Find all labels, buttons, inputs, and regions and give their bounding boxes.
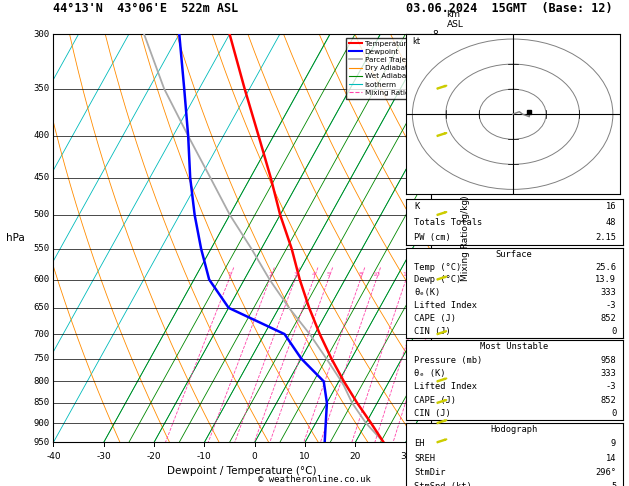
Text: 03.06.2024  15GMT  (Base: 12): 03.06.2024 15GMT (Base: 12) [406, 1, 612, 15]
Text: 9: 9 [611, 439, 616, 449]
Text: 13.9: 13.9 [595, 276, 616, 284]
Text: Most Unstable: Most Unstable [480, 342, 548, 351]
Text: 296°: 296° [595, 468, 616, 477]
Text: Temp (°C): Temp (°C) [415, 262, 462, 272]
Text: 0: 0 [252, 452, 258, 462]
Text: 450: 450 [33, 173, 50, 182]
Text: θₑ (K): θₑ (K) [415, 369, 446, 378]
Text: -20: -20 [147, 452, 162, 462]
Text: 950: 950 [33, 438, 50, 447]
Text: CIN (J): CIN (J) [415, 327, 451, 336]
Text: 5: 5 [611, 482, 616, 486]
Text: PW (cm): PW (cm) [415, 233, 451, 242]
Text: 0: 0 [611, 327, 616, 336]
Text: 8: 8 [433, 30, 438, 38]
Text: 300: 300 [33, 30, 50, 38]
Text: 850: 850 [33, 399, 50, 407]
Text: 958: 958 [601, 356, 616, 365]
Text: 650: 650 [33, 303, 50, 312]
Text: 4: 4 [433, 239, 438, 248]
Text: 2.15: 2.15 [595, 233, 616, 242]
Text: -40: -40 [46, 452, 61, 462]
Text: K: K [415, 203, 420, 211]
Text: Surface: Surface [496, 250, 533, 259]
Text: 3: 3 [433, 291, 438, 299]
Text: -10: -10 [197, 452, 212, 462]
Text: EH: EH [415, 439, 425, 449]
Text: 25.6: 25.6 [595, 262, 616, 272]
Text: 5: 5 [433, 186, 438, 195]
Text: 3: 3 [293, 272, 298, 277]
Text: Dewpoint / Temperature (°C): Dewpoint / Temperature (°C) [167, 466, 317, 476]
Text: 852: 852 [601, 396, 616, 405]
Text: 550: 550 [33, 244, 50, 253]
Text: 20: 20 [350, 452, 361, 462]
Text: 5: 5 [326, 272, 330, 277]
Text: 0: 0 [611, 409, 616, 418]
Text: 7: 7 [433, 81, 438, 90]
Text: 750: 750 [33, 354, 50, 363]
Text: hPa: hPa [6, 233, 25, 243]
Text: CAPE (J): CAPE (J) [415, 314, 457, 323]
Text: 48: 48 [606, 218, 616, 227]
Text: Dewp (°C): Dewp (°C) [415, 276, 462, 284]
Text: 44°13'N  43°06'E  522m ASL: 44°13'N 43°06'E 522m ASL [53, 1, 239, 15]
Text: 852: 852 [601, 314, 616, 323]
Text: 10: 10 [299, 452, 311, 462]
Text: StmDir: StmDir [415, 468, 446, 477]
Text: Hodograph: Hodograph [491, 425, 538, 434]
Text: km
ASL: km ASL [447, 10, 464, 29]
Text: 350: 350 [33, 84, 50, 93]
Text: kt: kt [413, 37, 421, 46]
Text: Lifted Index: Lifted Index [415, 301, 477, 310]
Text: LCL: LCL [432, 386, 446, 395]
Text: 500: 500 [33, 210, 50, 220]
Text: 333: 333 [601, 288, 616, 297]
Text: 600: 600 [33, 275, 50, 284]
Text: 10: 10 [373, 272, 381, 277]
Legend: Temperature, Dewpoint, Parcel Trajectory, Dry Adiabat, Wet Adiabat, Isotherm, Mi: Temperature, Dewpoint, Parcel Trajectory… [346, 37, 427, 99]
Text: © weatheronline.co.uk: © weatheronline.co.uk [258, 474, 371, 484]
Text: SREH: SREH [415, 453, 435, 463]
Text: 333: 333 [601, 369, 616, 378]
Text: -30: -30 [96, 452, 111, 462]
Text: StmSpd (kt): StmSpd (kt) [415, 482, 472, 486]
Text: 30: 30 [400, 452, 411, 462]
Text: CIN (J): CIN (J) [415, 409, 451, 418]
Text: θₑ(K): θₑ(K) [415, 288, 441, 297]
Text: 1: 1 [227, 272, 231, 277]
Text: 6: 6 [433, 134, 438, 143]
Text: 8: 8 [359, 272, 363, 277]
Text: 16: 16 [606, 203, 616, 211]
Text: CAPE (J): CAPE (J) [415, 396, 457, 405]
Text: Pressure (mb): Pressure (mb) [415, 356, 482, 365]
Text: -3: -3 [606, 382, 616, 392]
Text: Totals Totals: Totals Totals [415, 218, 482, 227]
Text: -3: -3 [606, 301, 616, 310]
Text: 900: 900 [33, 418, 50, 428]
Text: 800: 800 [33, 377, 50, 386]
Text: Mixing Ratio (g/kg): Mixing Ratio (g/kg) [461, 195, 470, 281]
Text: 400: 400 [33, 131, 50, 140]
Text: 2: 2 [268, 272, 272, 277]
Text: 1: 1 [433, 398, 438, 406]
Text: 20: 20 [424, 272, 432, 277]
Text: Lifted Index: Lifted Index [415, 382, 477, 392]
Text: 700: 700 [33, 330, 50, 339]
Text: 14: 14 [606, 453, 616, 463]
Text: 15: 15 [403, 272, 410, 277]
Text: 2: 2 [433, 343, 438, 352]
Text: 4: 4 [312, 272, 316, 277]
